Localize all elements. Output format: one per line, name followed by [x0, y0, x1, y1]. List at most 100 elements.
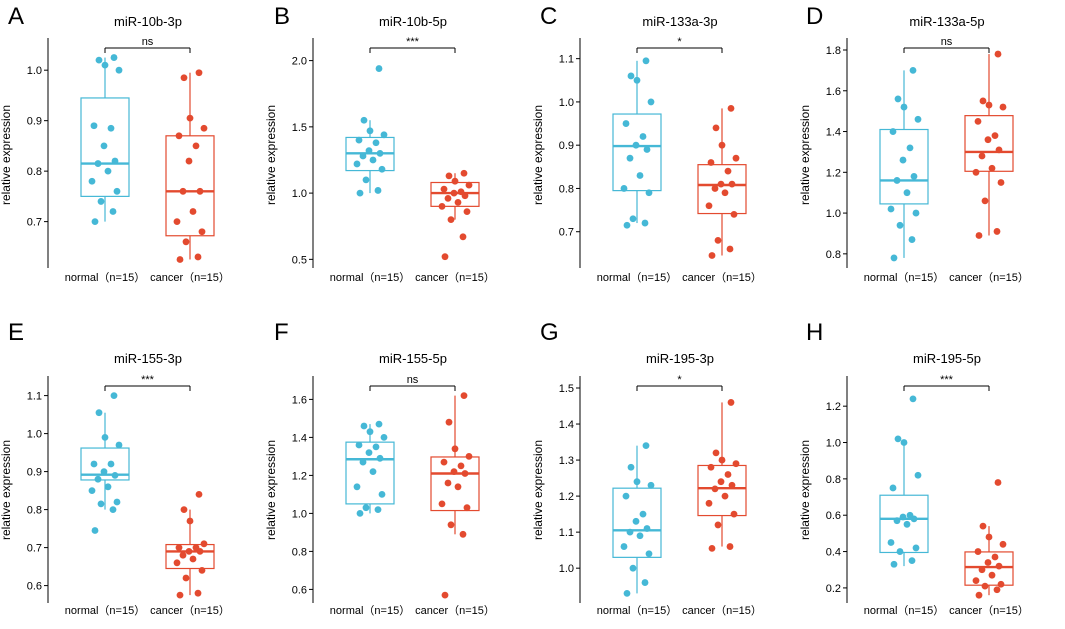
panel-letter: E: [8, 319, 24, 346]
data-point: [910, 172, 918, 180]
x-category-label: cancer（n=15）: [415, 271, 495, 284]
data-point: [180, 74, 188, 82]
data-point: [359, 458, 367, 466]
series-normal: [345, 65, 395, 197]
data-point: [984, 559, 992, 566]
data-point: [899, 513, 907, 521]
data-point: [113, 187, 121, 195]
data-point: [622, 492, 630, 500]
data-point: [647, 98, 655, 106]
data-point: [109, 208, 117, 215]
data-point: [724, 471, 732, 478]
data-point: [94, 160, 102, 167]
data-point: [88, 177, 96, 185]
data-point: [717, 180, 725, 188]
data-point: [441, 591, 449, 599]
data-point: [355, 441, 363, 449]
data-point: [113, 498, 121, 506]
y-tick-label: 0.6: [826, 510, 841, 522]
data-point: [173, 218, 181, 226]
y-tick-label: 1.1: [27, 391, 42, 403]
y-tick-label: 0.9: [27, 116, 42, 128]
data-point: [445, 418, 453, 426]
y-tick-label: 0.8: [559, 183, 574, 195]
y-tick-label: 1.1: [559, 54, 574, 66]
data-point: [194, 253, 202, 261]
data-point: [727, 399, 735, 406]
data-point: [894, 95, 902, 103]
series-normal: [80, 392, 130, 534]
series-cancer: [964, 50, 1014, 239]
data-point: [623, 221, 631, 229]
y-tick-label: 0.9: [559, 140, 574, 152]
data-point: [912, 209, 920, 217]
data-point: [175, 132, 183, 140]
series-normal: [612, 442, 662, 597]
data-point: [899, 156, 907, 164]
data-point: [111, 157, 119, 165]
data-point: [353, 483, 361, 491]
data-point: [107, 124, 115, 132]
data-point: [378, 491, 386, 498]
data-point: [359, 152, 367, 160]
data-point: [995, 562, 1003, 570]
data-point: [988, 571, 996, 579]
data-point: [732, 154, 740, 162]
data-point: [636, 532, 644, 540]
data-point: [633, 478, 641, 486]
data-point: [372, 443, 380, 451]
data-point: [632, 517, 640, 525]
data-point: [900, 439, 908, 446]
box: [612, 113, 662, 192]
data-point: [647, 481, 655, 489]
data-point: [192, 544, 200, 551]
x-category-label: normal（n=15）: [864, 604, 944, 617]
y-axis-label: relative expression: [0, 105, 13, 205]
chart-title: miR-155-3p: [114, 351, 182, 366]
series-cancer: [165, 69, 215, 263]
data-point: [632, 141, 640, 149]
panel-letter: B: [274, 3, 290, 30]
data-point: [645, 550, 653, 558]
y-tick-label: 0.6: [27, 581, 42, 593]
data-point: [643, 146, 651, 153]
series-normal: [345, 420, 395, 517]
data-point: [979, 522, 987, 530]
x-category-label: normal（n=15）: [65, 604, 145, 617]
data-point: [721, 492, 729, 500]
data-point: [360, 116, 368, 124]
y-tick-label: 0.8: [27, 505, 42, 517]
data-point: [999, 540, 1007, 548]
data-point: [985, 101, 993, 109]
data-point: [198, 567, 206, 574]
box: [697, 164, 747, 215]
panel-letter: F: [274, 319, 289, 346]
y-tick-label: 2.0: [292, 56, 307, 68]
y-tick-label: 0.7: [27, 543, 42, 555]
y-tick-label: 0.7: [559, 227, 574, 239]
y-tick-label: 1.5: [292, 122, 307, 134]
data-point: [622, 120, 630, 127]
data-point: [447, 216, 455, 224]
data-point: [110, 54, 118, 61]
data-point: [889, 484, 897, 492]
data-point: [981, 582, 989, 590]
y-tick-label: 0.8: [826, 474, 841, 486]
data-point: [623, 589, 631, 597]
data-point: [100, 468, 108, 475]
box: [697, 464, 747, 517]
data-point: [195, 491, 203, 498]
y-tick-label: 0.8: [27, 166, 42, 178]
data-point: [198, 228, 206, 236]
x-category-label: normal（n=15）: [330, 604, 410, 617]
data-point: [909, 66, 917, 74]
data-point: [645, 189, 653, 197]
data-point: [101, 434, 109, 441]
data-point: [200, 124, 208, 132]
data-point: [712, 124, 720, 132]
y-tick-label: 1.1: [559, 527, 574, 539]
series-normal: [879, 66, 929, 262]
series-cancer: [697, 399, 747, 552]
